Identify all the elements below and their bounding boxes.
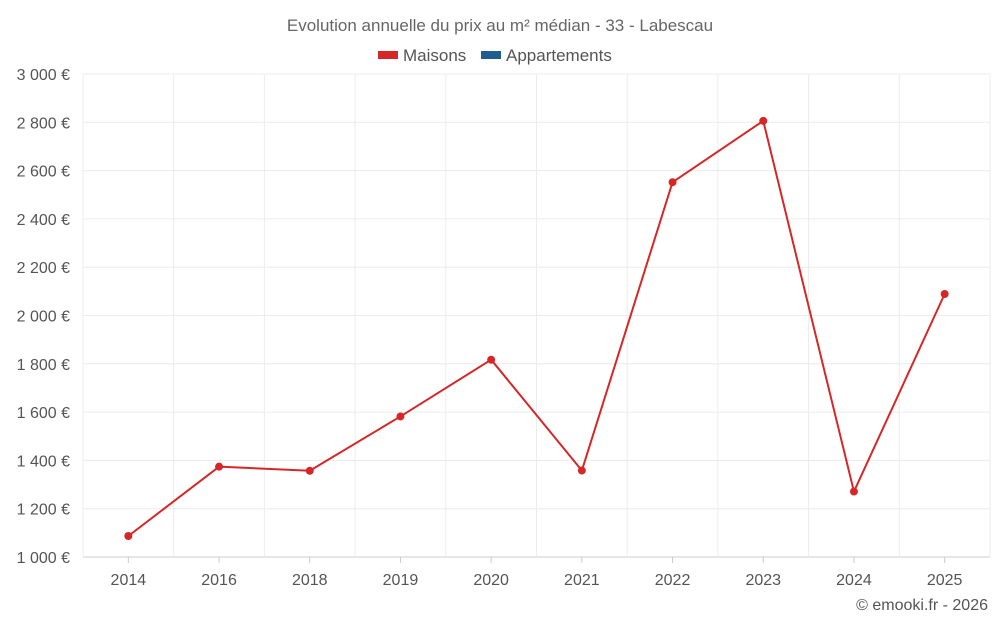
y-tick-label: 2 800 € [17,115,70,132]
y-tick-label: 2 400 € [17,212,70,229]
y-tick-label: 3 000 € [17,67,70,84]
y-tick-label: 2 600 € [17,164,70,181]
data-point-maisons[interactable] [668,178,677,187]
x-tick-label: 2016 [201,572,237,589]
legend-label-maisons: Maisons [403,46,466,65]
x-tick-label: 2021 [564,572,600,589]
y-tick-label: 2 200 € [17,260,70,277]
grid-lines [82,73,991,558]
legend-swatch-maisons [378,51,398,59]
credit-text: © emooki.fr - 2026 [856,597,988,614]
legend-swatch-appartements [481,51,501,59]
y-tick-label: 1 200 € [17,502,70,519]
series-line-maisons [127,119,946,537]
x-tick-label: 2014 [111,572,147,589]
x-axis: 2014 2016 2018 2019 2020 2021 2022 2023 2024 2025 [111,557,963,589]
data-point-maisons[interactable] [215,462,224,471]
data-point-maisons[interactable] [849,487,858,496]
data-point-maisons[interactable] [940,290,949,299]
x-tick-label: 2025 [927,572,963,589]
x-tick-label: 2020 [473,572,509,589]
chart-title: Evolution annuelle du prix au m² médian … [287,16,713,35]
data-point-maisons[interactable] [305,466,314,475]
x-tick-label: 2019 [383,572,419,589]
y-tick-label: 1 400 € [17,453,70,470]
y-tick-label: 1 000 € [17,550,70,567]
legend-item-appartements[interactable]: Appartements [481,46,612,65]
y-axis: 1 000 € 1 200 € 1 400 € 1 600 € 1 800 € 2 000… [17,67,70,567]
x-tick-label: 2024 [836,572,872,589]
y-tick-label: 1 600 € [17,405,70,422]
x-tick-label: 2018 [292,572,328,589]
series-maisons [124,116,949,540]
y-tick-label: 1 800 € [17,357,70,374]
data-point-maisons[interactable] [396,412,405,421]
data-point-maisons[interactable] [124,531,133,540]
legend-item-maisons[interactable]: Maisons [378,46,466,65]
data-point-maisons[interactable] [577,466,586,475]
x-tick-label: 2023 [745,572,781,589]
y-tick-label: 2 000 € [17,309,70,326]
legend: Maisons Appartements [378,46,612,65]
legend-label-appartements: Appartements [506,46,612,65]
data-point-maisons[interactable] [487,355,496,364]
data-point-maisons[interactable] [759,116,768,125]
x-tick-label: 2022 [655,572,691,589]
